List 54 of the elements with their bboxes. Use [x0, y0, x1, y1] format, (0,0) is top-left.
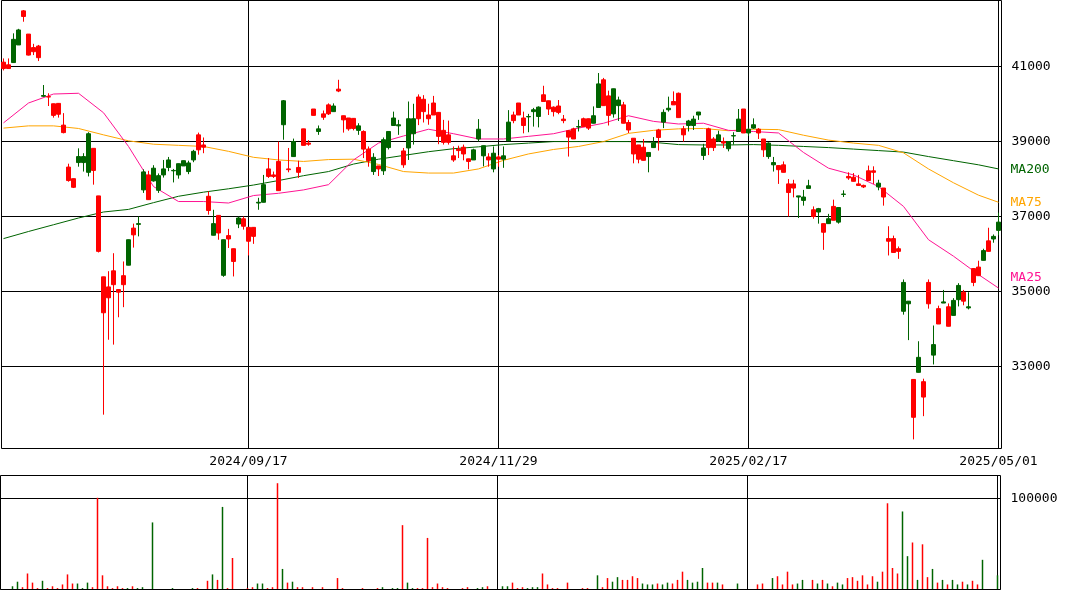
- candlestick: [831, 199, 836, 221]
- candlestick: [116, 289, 121, 318]
- y-tick-label: 100000: [1010, 490, 1058, 506]
- line-series: [3, 125, 999, 203]
- series-label: MA25: [1010, 268, 1042, 284]
- candlestick: [371, 152, 376, 176]
- candlestick: [491, 145, 496, 173]
- series-label: MA200: [1010, 160, 1050, 176]
- x-tick-label: 2025/02/17: [709, 452, 788, 468]
- candlestick: [136, 216, 141, 237]
- series-label: MA75: [1010, 193, 1042, 209]
- y-tick-label: 37000: [1011, 208, 1051, 224]
- candlestick: [521, 111, 526, 134]
- candlestick: [501, 145, 506, 169]
- candlestick: [821, 223, 826, 251]
- candlestick: [476, 118, 481, 143]
- candlestick: [946, 302, 951, 327]
- candlestick: [231, 248, 236, 277]
- candlestick: [211, 209, 216, 236]
- candlestick: [481, 145, 486, 167]
- candlestick: [281, 99, 286, 141]
- y-tick-label: 41000: [1011, 58, 1051, 74]
- candlestick: [226, 228, 231, 249]
- candlestick: [956, 282, 961, 307]
- line-series: [3, 92, 999, 289]
- candlestick: [986, 227, 991, 252]
- x-tick-label: 2025/05/01: [959, 452, 1038, 468]
- candlestick: [121, 260, 126, 308]
- candlestick: [931, 325, 936, 365]
- candlestick: [111, 252, 116, 346]
- candlestick: [661, 108, 666, 129]
- candlestick: [741, 108, 746, 134]
- candlestick: [401, 147, 406, 169]
- x-tick-label: 2024/09/17: [209, 452, 288, 468]
- candlestick: [286, 147, 291, 173]
- x-tick-label: 2024/11/29: [459, 452, 538, 468]
- y-tick-label: 35000: [1011, 283, 1051, 299]
- candlestick: [596, 72, 601, 109]
- candlestick: [526, 113, 531, 133]
- candlestick: [206, 190, 211, 216]
- candlestick: [646, 151, 651, 173]
- candlestick: [996, 212, 1001, 236]
- y-tick-label: 39000: [1011, 133, 1051, 149]
- candlestick: [216, 214, 221, 241]
- y-tick-label: 33000: [1011, 358, 1051, 374]
- candlestick: [916, 340, 921, 373]
- candlestick: [921, 378, 926, 417]
- candlestick: [141, 168, 146, 194]
- candlestick: [131, 223, 136, 249]
- candlestick: [506, 109, 511, 142]
- candlestick: [736, 108, 741, 132]
- candlestick: [926, 278, 931, 310]
- candlestick: [936, 305, 941, 325]
- candlestick: [91, 147, 96, 186]
